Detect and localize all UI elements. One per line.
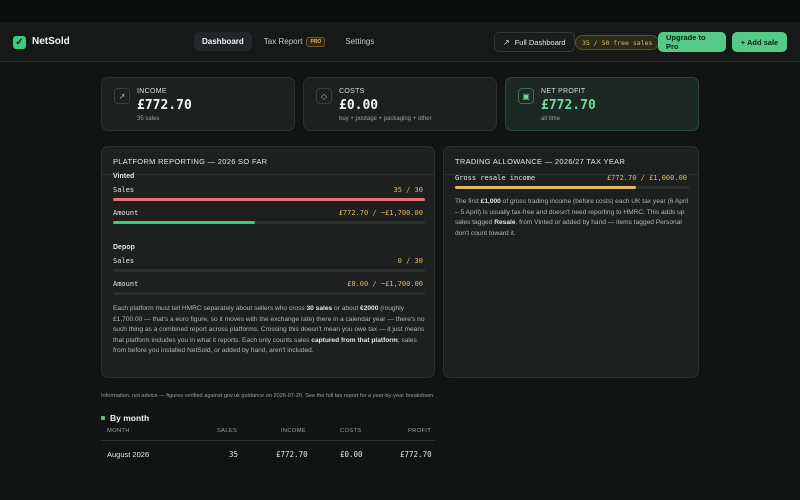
gross-income-value: £772.70 / £1,000.00: [606, 174, 687, 182]
depop-sales-label: Sales: [113, 257, 135, 265]
green-square-icon: [101, 416, 105, 420]
by-month-heading: By month: [101, 413, 149, 423]
upgrade-button[interactable]: Upgrade to Pro: [658, 32, 726, 52]
income-card: ↗ INCOME £772.70 35 sales: [101, 77, 295, 131]
tab-settings-label: Settings: [345, 37, 375, 46]
tab-tax-report-label: Tax Report: [263, 37, 303, 46]
platform-reporting-panel: PLATFORM REPORTING — 2026 SO FAR Vinted …: [101, 146, 435, 378]
tab-settings[interactable]: Settings: [337, 32, 382, 51]
depop-heading: Depop: [113, 244, 135, 251]
table-header-divider: [101, 440, 435, 441]
profit-sub: all time: [541, 116, 561, 122]
window-top-strip: [0, 0, 800, 22]
vinted-amount-label: Amount: [113, 209, 139, 217]
cell-profit: £772.70: [400, 450, 432, 459]
cell-costs: £0.00: [340, 450, 363, 459]
costs-value: £0.00: [339, 98, 379, 113]
by-month-title: By month: [110, 413, 150, 423]
platform-panel-title: PLATFORM REPORTING — 2026 SO FAR: [113, 157, 268, 166]
full-dashboard-label: Full Dashboard: [514, 37, 566, 47]
allowance-bar: [455, 186, 689, 189]
tab-dashboard[interactable]: Dashboard: [194, 32, 252, 51]
costs-label: COSTS: [339, 88, 365, 95]
wallet-icon: ▣: [518, 88, 534, 104]
app-header: ✓ NetSold Dashboard Tax Report PRO Setti…: [0, 22, 800, 62]
col-header-month: MONTH: [107, 428, 130, 434]
cell-month: August 2026: [107, 450, 150, 459]
allowance-bar-fill: [455, 186, 636, 189]
vinted-amount-bar-fill: [113, 221, 255, 224]
vinted-heading: Vinted: [113, 173, 135, 180]
pro-badge: PRO: [306, 36, 326, 47]
vinted-sales-bar: [113, 198, 425, 201]
allowance-panel-title: TRADING ALLOWANCE — 2026/27 TAX YEAR: [455, 157, 626, 166]
col-header-profit: PROFIT: [408, 428, 432, 434]
income-value: £772.70: [137, 98, 192, 113]
allowance-note: The first £1,000 of gross trading income…: [455, 198, 689, 237]
add-sale-button[interactable]: + Add sale: [732, 32, 787, 52]
cell-income: £772.70: [276, 450, 308, 459]
depop-amount-label: Amount: [113, 280, 139, 288]
vinted-amount-value: £772.70 / ~£1,700.00: [338, 209, 423, 217]
income-label: INCOME: [137, 88, 167, 95]
tab-tax-report[interactable]: Tax Report PRO: [256, 32, 334, 51]
vinted-sales-label: Sales: [113, 186, 135, 194]
full-dashboard-button[interactable]: ↗ Full Dashboard: [494, 32, 575, 52]
col-header-income: INCOME: [281, 428, 306, 434]
net-profit-card: ▣ NET PROFIT £772.70 all time: [505, 77, 699, 131]
platform-reporting-note: Each platform must tell HMRC separately …: [113, 305, 425, 355]
depop-amount-bar: [113, 292, 425, 295]
free-sales-badge: 35 / 50 free sales: [575, 35, 660, 50]
vinted-sales-bar-fill: [113, 198, 425, 201]
panel-divider: [444, 174, 698, 175]
vinted-sales-value: 35 / 30: [393, 186, 423, 194]
trading-allowance-panel: TRADING ALLOWANCE — 2026/27 TAX YEAR Gro…: [443, 146, 699, 378]
profit-value: £772.70: [541, 98, 596, 113]
external-arrow-icon: ↗: [503, 37, 510, 47]
depop-amount-value: £0.00 / ~£1,700.00: [347, 280, 423, 288]
app-name: NetSold: [32, 36, 70, 47]
tag-icon: ◇: [316, 88, 332, 104]
disclaimer-footnote: Information, not advice — figures verifi…: [101, 393, 435, 399]
check-logo-icon: ✓: [13, 36, 26, 49]
col-header-costs: COSTS: [340, 428, 362, 434]
col-header-sales: SALES: [217, 428, 238, 434]
costs-sub: buy + postage + packaging + other: [339, 116, 432, 122]
depop-sales-bar: [113, 269, 425, 272]
cell-sales: 35: [229, 450, 239, 459]
panel-divider: [102, 174, 434, 175]
vinted-amount-bar: [113, 221, 425, 224]
income-sub: 35 sales: [137, 116, 160, 122]
trend-up-icon: ↗: [114, 88, 130, 104]
gross-income-label: Gross resale income: [455, 174, 536, 182]
depop-sales-value: 0 / 30: [397, 257, 423, 265]
main-nav: Dashboard Tax Report PRO Settings: [194, 32, 382, 52]
profit-label: NET PROFIT: [541, 88, 586, 95]
tab-dashboard-label: Dashboard: [202, 37, 244, 46]
costs-card: ◇ COSTS £0.00 buy + postage + packaging …: [303, 77, 497, 131]
